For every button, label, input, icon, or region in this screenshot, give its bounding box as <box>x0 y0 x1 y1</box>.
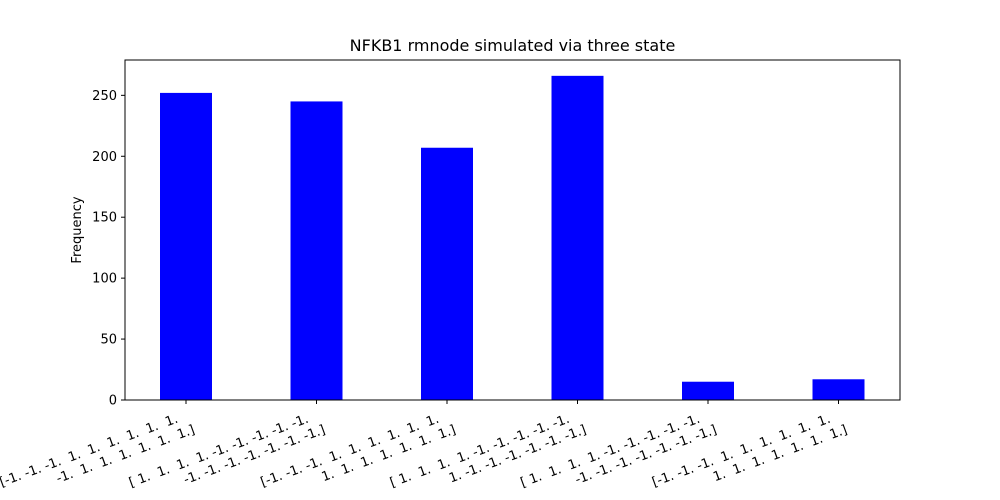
y-tick-label-0: 0 <box>109 394 117 409</box>
bar-3 <box>421 147 473 400</box>
bar-1 <box>160 92 212 400</box>
y-tick-label-200: 200 <box>92 150 117 165</box>
plot-frame <box>124 59 901 401</box>
y-ticks-group: 0 50 100 150 200 250 <box>92 89 125 409</box>
bar-6 <box>812 379 865 400</box>
y-tick-label-150: 150 <box>92 211 117 226</box>
x-tick-label-1: [-1. -1. -1. 1. 1. 1. 1. 1. 1. -1. 1. 1.… <box>0 408 197 500</box>
bar-5 <box>682 381 734 400</box>
bar-4 <box>551 75 604 401</box>
x-ticks-group: [-1. -1. -1. 1. 1. 1. 1. 1. 1. -1. 1. 1.… <box>0 400 849 500</box>
bar-2 <box>290 101 343 401</box>
y-axis-label: Frequency <box>70 196 85 263</box>
chart-title: NFKB1 rmnode simulated via three state <box>350 36 676 55</box>
y-tick-label-250: 250 <box>92 89 117 104</box>
y-tick-label-100: 100 <box>92 272 117 287</box>
y-tick-label-50: 50 <box>100 333 117 348</box>
bars-group <box>160 75 865 401</box>
